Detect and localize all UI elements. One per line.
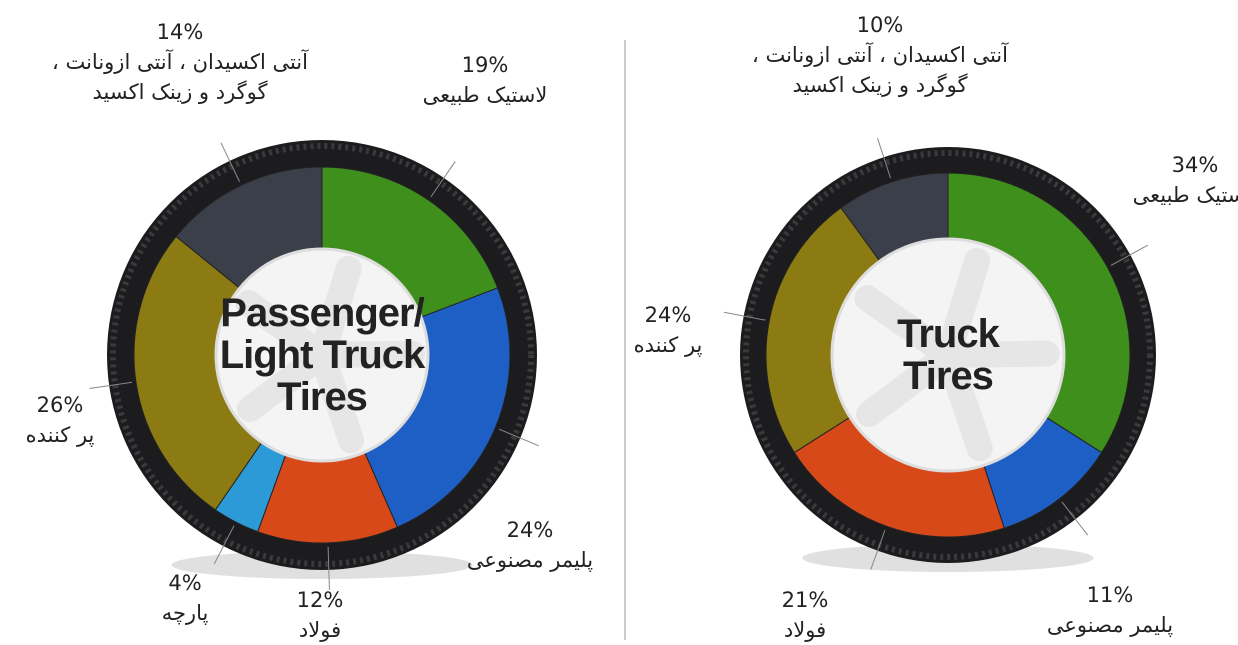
value-label: 21% bbox=[781, 588, 829, 612]
value-label: 24% bbox=[506, 518, 554, 542]
tread bbox=[110, 143, 534, 567]
spoke bbox=[856, 342, 961, 428]
spoke bbox=[854, 285, 961, 368]
spoke bbox=[935, 342, 993, 462]
slice-label: 24% پلیمر مصنوعی bbox=[440, 515, 620, 575]
slice-label: 19% لاستیک طبیعی bbox=[395, 50, 575, 110]
spoke bbox=[309, 255, 362, 368]
slice-label: 11% پلیمر مصنوعی bbox=[1020, 580, 1200, 640]
value-label: 26% bbox=[36, 393, 84, 417]
slice-label: 26% پر کننده bbox=[0, 390, 150, 450]
value-label: 34% bbox=[1171, 153, 1219, 177]
value-label: 10% bbox=[856, 13, 904, 37]
category-label: پر کننده bbox=[25, 423, 95, 447]
category-label: پلیمر مصنوعی bbox=[466, 548, 594, 572]
spoke bbox=[935, 247, 991, 368]
category-label: آنتی اکسیدان ، آنتی ازونانت ، گوگرد و زی… bbox=[52, 50, 308, 104]
category-label: لاستیک طبیعی bbox=[422, 83, 548, 107]
value-label: 19% bbox=[461, 53, 509, 77]
slice-label: 21% فولاد bbox=[715, 585, 895, 645]
slice-label: 34% لاستیک طبیعی bbox=[1105, 150, 1238, 210]
value-label: 12% bbox=[296, 588, 344, 612]
category-label: پر کننده bbox=[633, 333, 703, 357]
leader-line bbox=[327, 546, 330, 590]
leader-line bbox=[213, 525, 235, 565]
spoke bbox=[236, 342, 335, 422]
slice-label: 12% فولاد bbox=[230, 585, 410, 645]
slice-label: 24% پر کننده bbox=[578, 300, 758, 360]
leader-line bbox=[430, 161, 456, 198]
leader-line bbox=[870, 529, 886, 570]
category-label: لاستیک طبیعی bbox=[1132, 183, 1238, 207]
value-label: 24% bbox=[644, 303, 692, 327]
value-label: 14% bbox=[156, 20, 204, 44]
value-label: 4% bbox=[168, 571, 202, 595]
chart-title: Truck Tires bbox=[897, 312, 1000, 398]
category-label: پلیمر مصنوعی bbox=[1046, 613, 1174, 637]
leader-line bbox=[498, 428, 539, 447]
spoke bbox=[935, 340, 1060, 368]
slice-label: 14% آنتی اکسیدان ، آنتی ازونانت ، گوگرد و… bbox=[50, 17, 310, 107]
leader-line bbox=[89, 381, 133, 389]
value-label: 11% bbox=[1086, 583, 1134, 607]
slice-label: 10% آنتی اکسیدان ، آنتی ازونانت ، گوگرد و… bbox=[750, 10, 1010, 100]
slice-label: 4% پارچه bbox=[95, 568, 275, 628]
leader-line bbox=[220, 142, 240, 182]
leader-line bbox=[1061, 501, 1089, 536]
spoke bbox=[309, 340, 426, 368]
tread bbox=[743, 150, 1153, 560]
chart-title: Passenger/ Light Truck Tires bbox=[219, 291, 426, 419]
leader-line bbox=[1110, 244, 1149, 266]
spoke bbox=[309, 342, 365, 454]
category-label: آنتی اکسیدان ، آنتی ازونانت ، گوگرد و زی… bbox=[752, 43, 1008, 97]
spoke bbox=[235, 290, 335, 368]
category-label: فولاد bbox=[298, 618, 342, 642]
leader-line bbox=[877, 138, 891, 179]
leader-line bbox=[723, 311, 766, 321]
category-label: فولاد bbox=[783, 618, 827, 642]
category-label: پارچه bbox=[161, 601, 209, 625]
